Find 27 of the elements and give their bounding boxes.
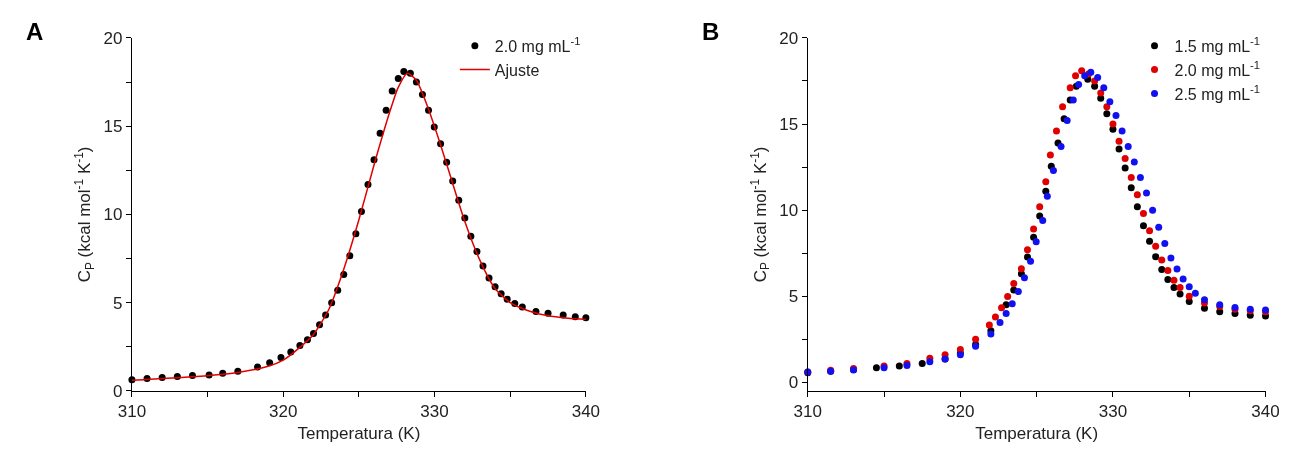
- legend-label: Ajuste: [494, 61, 540, 79]
- x-tick-label: 320: [269, 402, 298, 422]
- x-tick-label: 320: [946, 402, 975, 422]
- y-tick-label: 15: [779, 114, 799, 134]
- y-tick-label: 0: [788, 373, 799, 393]
- y-tick-label: 10: [779, 201, 799, 221]
- x-tick-label: 340: [1251, 402, 1280, 422]
- text: A: [26, 18, 44, 45]
- legend-label: 2.0 mg mL$^{-1}$: [1174, 59, 1261, 79]
- y-tick-label: 20: [779, 28, 799, 48]
- legend-label: 1.5 mg mL$^{-1}$: [1174, 35, 1261, 56]
- y-tick-label: 15: [103, 117, 123, 137]
- x-tick-label: 330: [420, 402, 449, 422]
- y-tick-label: 10: [103, 205, 123, 225]
- x-tick-label: 310: [793, 402, 822, 422]
- legend-label: 2.0 mg mL$^{-1}$: [494, 35, 581, 56]
- legend-label: 2.5 mg mL$^{-1}$: [1174, 82, 1261, 103]
- y-tick-label: 0: [112, 381, 123, 401]
- x-tick-label: 340: [571, 402, 601, 422]
- y-tick-label: 20: [103, 28, 123, 48]
- x-tick-label: 330: [1098, 402, 1128, 422]
- x-axis-title: Temperatura (K): [297, 423, 421, 443]
- x-tick-label: 310: [117, 402, 147, 422]
- y-tick-label: 5: [112, 293, 123, 313]
- x-axis-title: Temperatura (K): [975, 423, 1099, 443]
- text: B: [702, 18, 720, 45]
- y-tick-label: 5: [788, 287, 799, 307]
